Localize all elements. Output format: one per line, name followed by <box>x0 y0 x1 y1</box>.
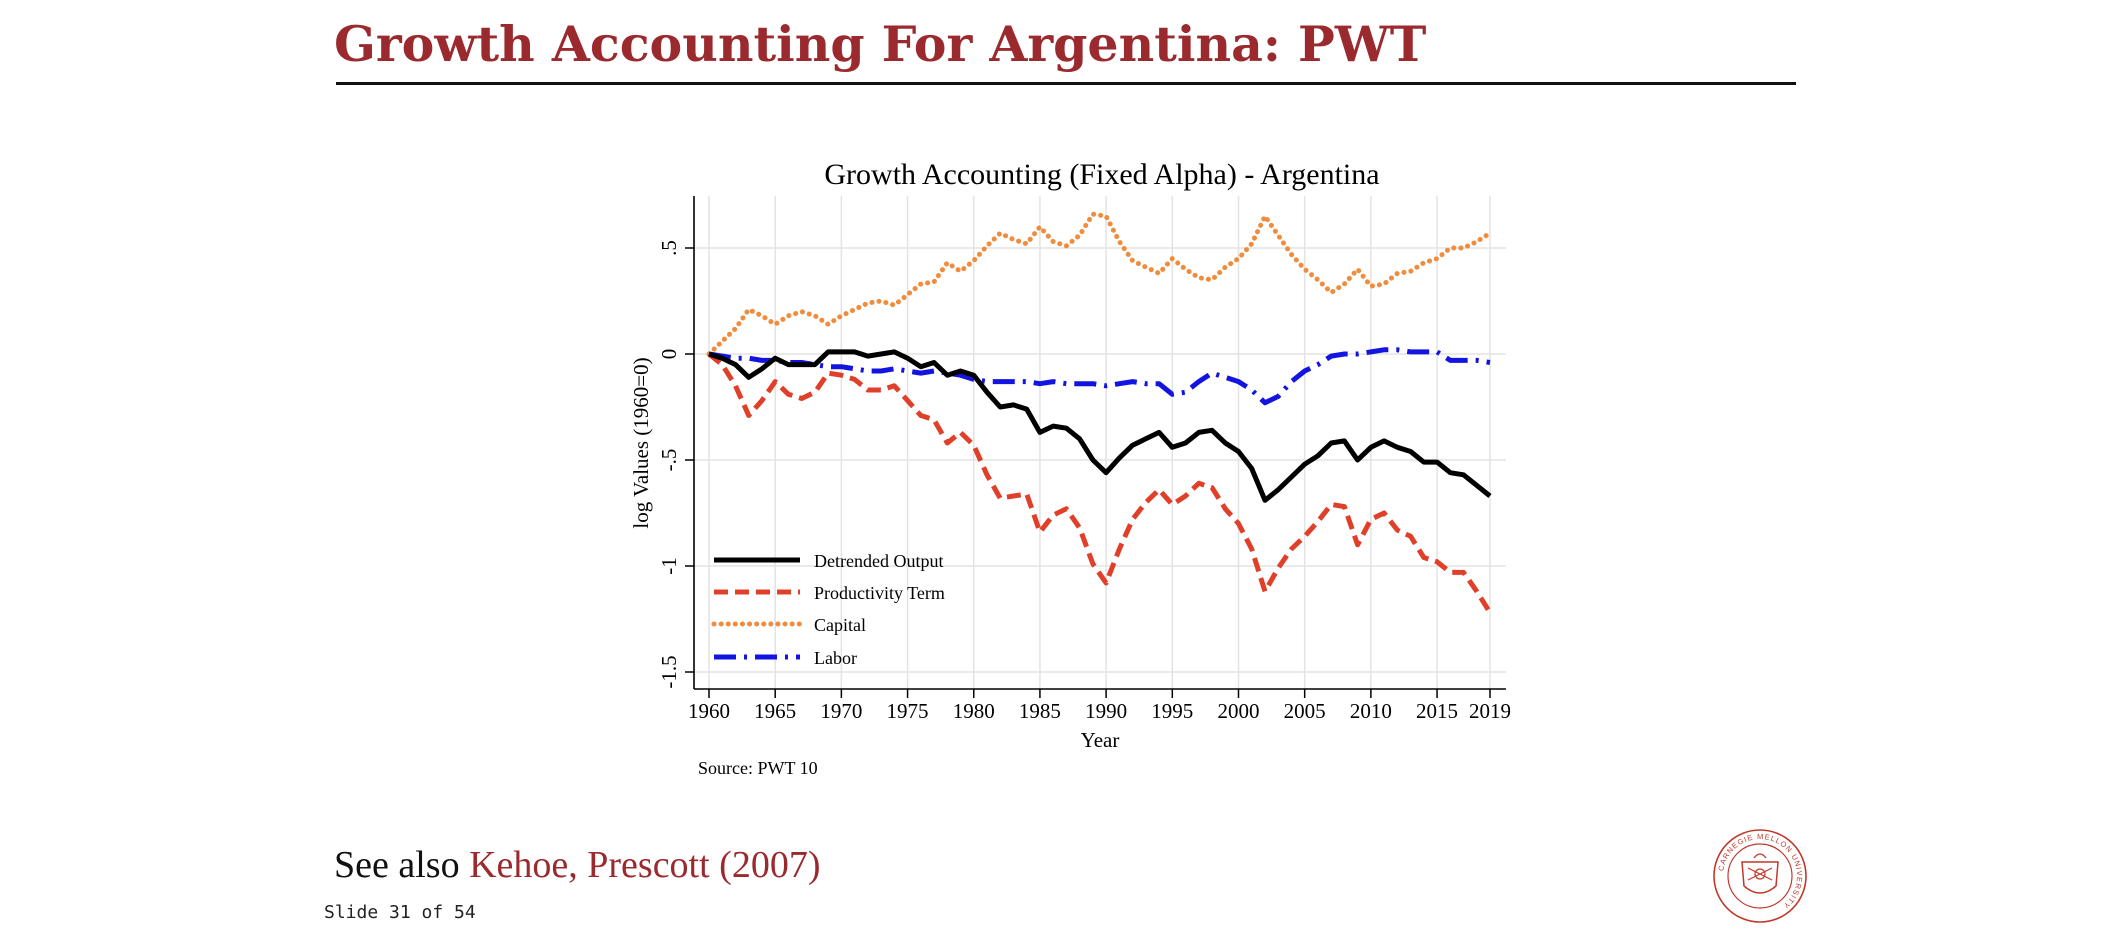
x-tick-label: 2010 <box>1350 699 1392 723</box>
y-tick-label: -1.5 <box>657 655 681 688</box>
x-tick-label: 1985 <box>1019 699 1061 723</box>
slide-title: Growth Accounting For Argentina: PWT <box>334 15 1427 73</box>
y-tick-label: -1 <box>657 557 681 575</box>
x-tick-label: 1970 <box>820 699 862 723</box>
legend-label: Capital <box>814 615 866 635</box>
x-tick-label: 1995 <box>1151 699 1193 723</box>
x-tick-label: 1980 <box>953 699 995 723</box>
x-tick-label: 2000 <box>1217 699 1259 723</box>
x-tick-label: 2015 <box>1416 699 1458 723</box>
series-line-productivity-term <box>707 352 1493 614</box>
x-tick-label: 1975 <box>887 699 929 723</box>
chart-title: Growth Accounting (Fixed Alpha) - Argent… <box>824 158 1379 191</box>
y-tick-label: -.5 <box>657 449 681 472</box>
chart-legend: Detrended Output Productivity Term Capital… <box>711 551 945 668</box>
legend-label: Productivity Term <box>814 583 945 603</box>
series-line-labor <box>708 347 1491 406</box>
x-axis-label: Year <box>1081 728 1120 752</box>
y-tick-label: 0 <box>657 349 681 360</box>
x-tick-label: 2005 <box>1284 699 1326 723</box>
x-tick-label: 1965 <box>754 699 796 723</box>
chart-source-note: Source: PWT 10 <box>698 758 818 778</box>
x-tick-label: 2019 <box>1469 699 1511 723</box>
slide-counter: Slide 31 of 54 <box>324 902 476 923</box>
series-line-capital <box>706 211 1493 357</box>
title-divider <box>336 82 1796 85</box>
series-line-detrended-output <box>708 349 1492 503</box>
y-axis-label: log Values (1960=0) <box>629 357 653 528</box>
y-tick-label: .5 <box>657 240 681 256</box>
university-seal-icon: CARNEGIE MELLON UNIVERSITY <box>1713 829 1807 923</box>
x-tick-label: 1990 <box>1085 699 1127 723</box>
see-also-prefix: See also <box>334 844 470 886</box>
x-tick-label: 1960 <box>688 699 730 723</box>
series-lines <box>706 211 1493 614</box>
see-also-note: See also Kehoe, Prescott (2007) <box>334 842 821 888</box>
plot-axes: 1960 1965 1970 1975 1980 1985 1990 1995 2000 2005… <box>657 196 1511 723</box>
legend-label: Labor <box>814 648 857 668</box>
reference-link[interactable]: Kehoe, Prescott (2007) <box>469 844 821 886</box>
legend-label: Detrended Output <box>814 551 943 571</box>
